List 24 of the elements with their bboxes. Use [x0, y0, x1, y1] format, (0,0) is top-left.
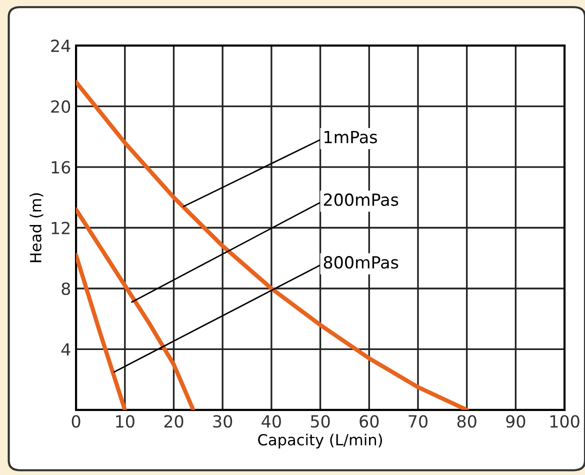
y-tick-label: 16: [52, 161, 70, 174]
y-axis-title: Head (m): [30, 193, 44, 262]
line-series: [76, 80, 469, 410]
x-tick-label: 50: [310, 415, 330, 428]
x-tick-label: 70: [408, 415, 428, 428]
annotation: 800mPas: [324, 256, 398, 269]
annotation: 200mPas: [324, 193, 398, 206]
y-tick-label: 4: [61, 343, 70, 356]
y-tick-label: 20: [51, 100, 70, 113]
x-tick-label: 80: [457, 415, 476, 428]
x-tick-label: 100: [550, 415, 580, 428]
x-tick-label: 30: [213, 415, 232, 428]
x-tick-label: 10: [116, 415, 134, 428]
x-tick-label: 90: [506, 415, 526, 428]
y-tick-label: 12: [52, 222, 70, 234]
x-tick-label: 20: [164, 415, 184, 428]
line-series: [76, 207, 196, 410]
annotation: 1mPas: [324, 130, 377, 144]
y-tick-label: 24: [51, 40, 70, 52]
x-tick-label: 0: [72, 415, 80, 428]
x-tick-label: 60: [360, 415, 379, 428]
x-axis-title: Capacity (L/min): [258, 434, 382, 448]
y-tick-label: 8: [62, 282, 70, 296]
x-tick-label: 40: [262, 415, 281, 428]
